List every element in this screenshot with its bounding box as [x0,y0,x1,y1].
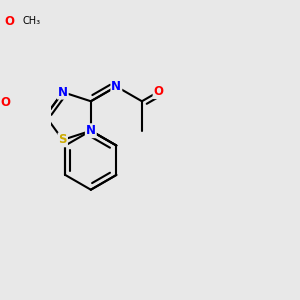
Text: O: O [5,15,15,28]
Text: N: N [111,80,122,93]
Text: CH₃: CH₃ [22,16,40,26]
Text: S: S [58,134,67,146]
Text: N: N [86,124,96,137]
Text: O: O [0,96,10,109]
Text: O: O [154,85,164,98]
Text: N: N [58,85,68,99]
